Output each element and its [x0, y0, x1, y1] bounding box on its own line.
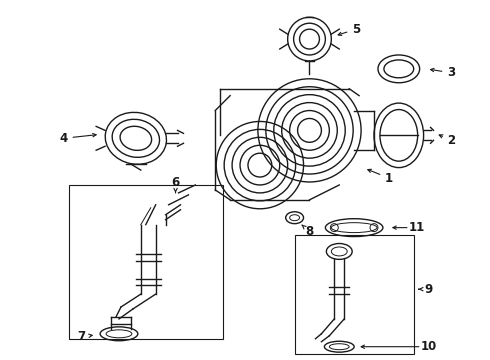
Text: 4: 4 — [59, 132, 68, 145]
Text: 2: 2 — [447, 134, 456, 147]
Text: 1: 1 — [385, 171, 393, 185]
Text: 6: 6 — [172, 176, 180, 189]
Bar — [70, 185, 223, 339]
Text: 11: 11 — [409, 221, 425, 234]
Text: 3: 3 — [447, 66, 456, 79]
Text: 5: 5 — [352, 23, 360, 36]
Text: 7: 7 — [77, 330, 85, 343]
Text: 8: 8 — [305, 225, 314, 238]
Text: 10: 10 — [420, 340, 437, 353]
Bar — [294, 235, 414, 354]
Text: 9: 9 — [424, 283, 433, 296]
